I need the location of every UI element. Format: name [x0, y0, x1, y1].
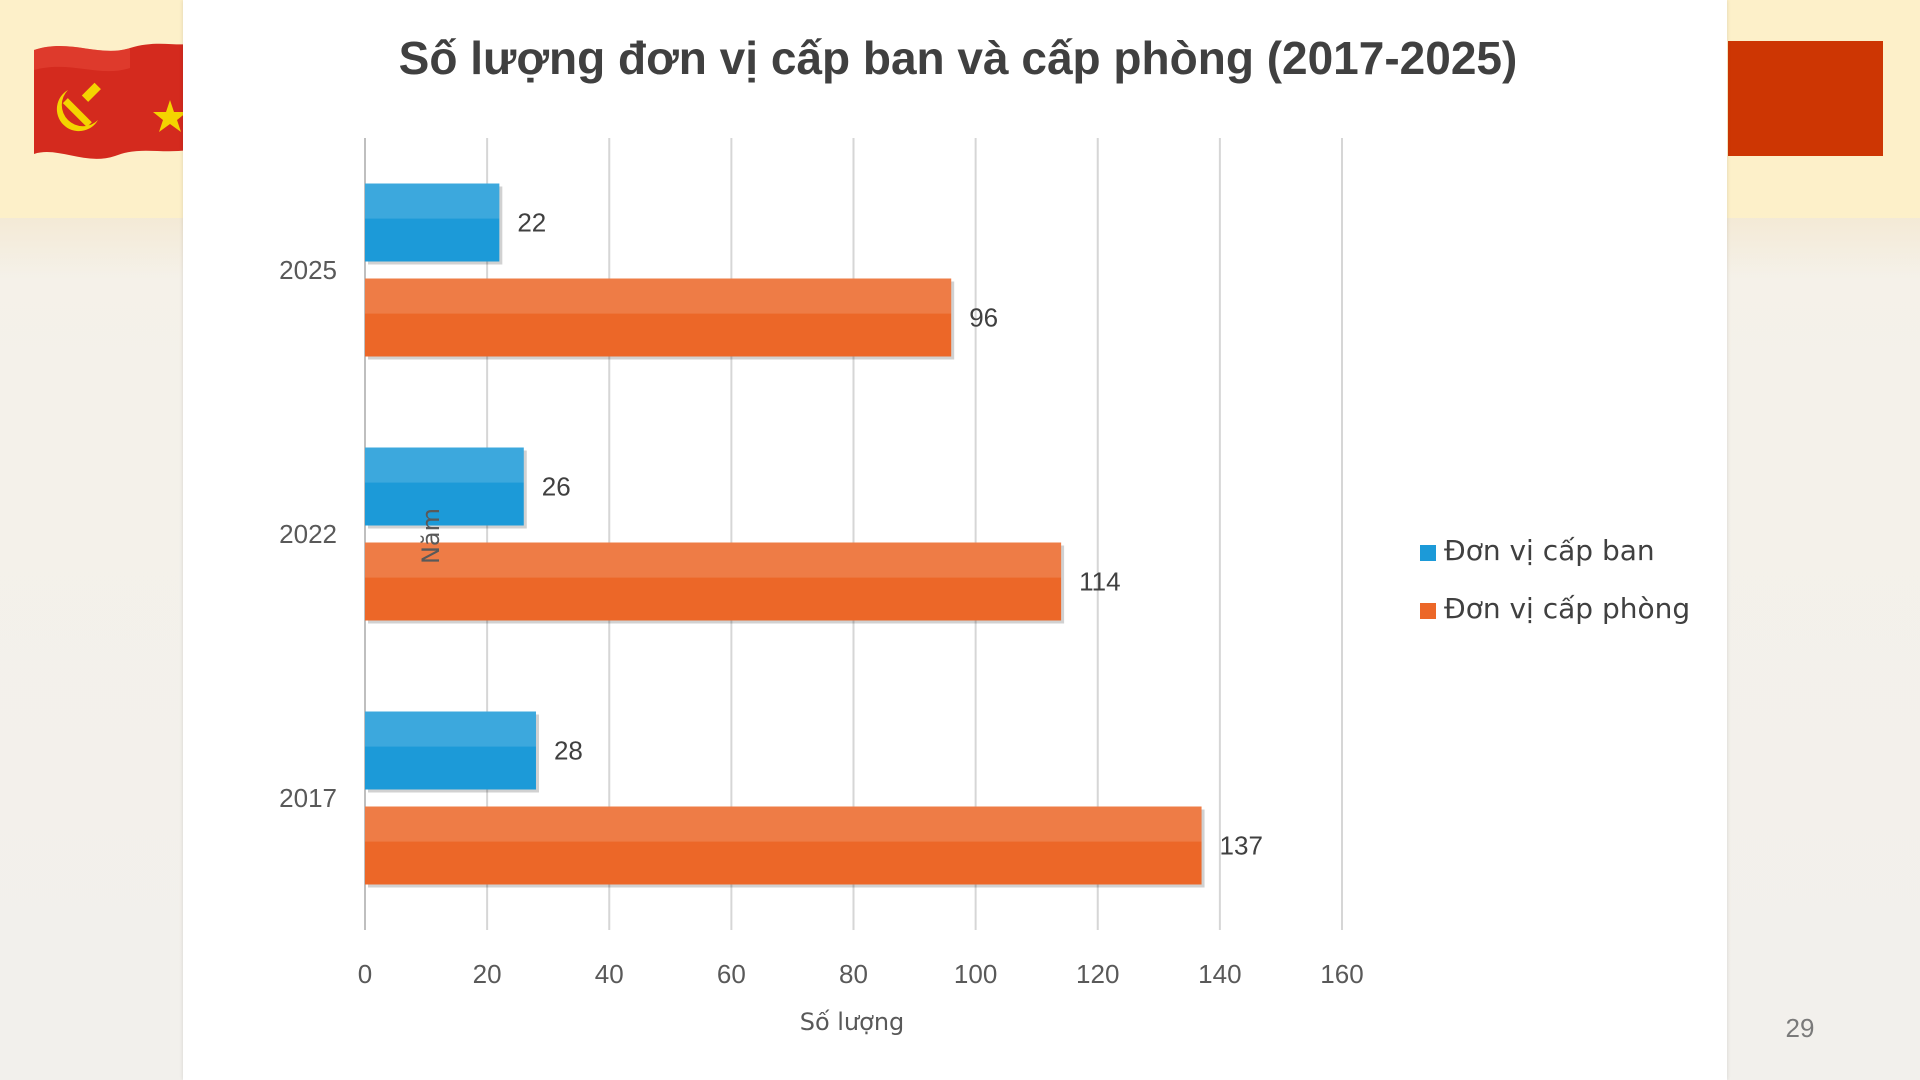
hammer-sickle-icon [56, 82, 101, 132]
bar-highlight [365, 278, 952, 314]
legend-label: Đơn vị cấp ban [1444, 534, 1655, 567]
x-tick-label: 80 [839, 959, 868, 989]
y-axis-title: Năm [417, 508, 445, 564]
bar [365, 806, 1202, 885]
bar-highlight [365, 183, 500, 219]
bar [365, 447, 524, 526]
data-label: 22 [517, 208, 546, 238]
axes: 0 20 40 60 80 100 120 140 160 2025 2022 2017 [279, 255, 1364, 989]
legend-swatch [1420, 603, 1436, 619]
data-label: 96 [969, 303, 998, 333]
chart-card: Số lượng đơn vị cấp ban và cấp phòng (20… [183, 0, 1727, 1080]
bar-highlight [365, 447, 524, 483]
x-tick-label: 0 [358, 959, 372, 989]
gridlines [364, 138, 1343, 930]
star-icon [153, 100, 187, 132]
bars [365, 183, 1205, 888]
x-tick-label: 40 [595, 959, 624, 989]
x-tick-label: 160 [1320, 959, 1363, 989]
data-label: 28 [554, 736, 583, 766]
accent-block [1728, 41, 1883, 156]
bar [365, 711, 536, 790]
data-labels: 22 96 26 114 28 137 [517, 208, 1263, 861]
flag-icon [34, 43, 188, 159]
y-tick-label: 2022 [279, 519, 337, 549]
x-tick-label: 120 [1076, 959, 1119, 989]
slide-number: 29 [1785, 1013, 1815, 1043]
x-tick-label: 60 [717, 959, 746, 989]
data-label: 26 [542, 472, 571, 502]
legend-label: Đơn vị cấp phòng [1444, 592, 1690, 625]
x-tick-label: 20 [473, 959, 502, 989]
data-label: 137 [1220, 831, 1263, 861]
legend-swatch [1420, 545, 1436, 561]
chart-title: Số lượng đơn vị cấp ban và cấp phòng (20… [399, 32, 1518, 84]
bar-highlight [365, 711, 536, 747]
x-axis-title: Số lượng [800, 1008, 905, 1036]
data-label: 114 [1079, 567, 1120, 597]
legend: Đơn vị cấp ban Đơn vị cấp phòng [1420, 534, 1690, 625]
bar [365, 183, 500, 262]
x-tick-label: 140 [1198, 959, 1241, 989]
bar-highlight [365, 806, 1202, 842]
bar [365, 542, 1062, 621]
y-tick-label: 2017 [279, 783, 337, 813]
y-tick-label: 2025 [279, 255, 337, 285]
x-tick-label: 100 [954, 959, 997, 989]
bar [365, 278, 952, 357]
bar-chart: Số lượng đơn vị cấp ban và cấp phòng (20… [279, 32, 1690, 1036]
bar-highlight [365, 542, 1062, 578]
